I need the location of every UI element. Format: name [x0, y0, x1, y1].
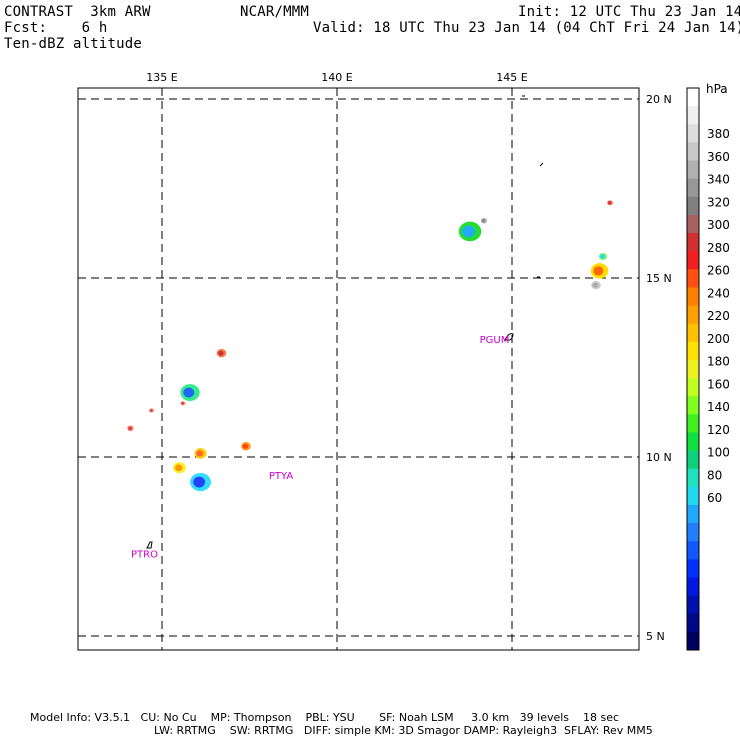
colorbar-swatch — [687, 214, 699, 234]
colorbar-swatch — [687, 359, 699, 379]
island-shape — [539, 162, 544, 167]
init-time: Init: 12 UTC Thu 23 Jan 14 — [518, 4, 740, 20]
echo-core — [608, 201, 612, 205]
latitude-label: 20 N — [646, 93, 672, 106]
colorbar-swatch — [687, 124, 699, 143]
colorbar-swatch — [687, 196, 699, 216]
colorbar-swatch — [687, 233, 699, 252]
echo-core — [593, 266, 604, 276]
map-frame — [77, 87, 640, 651]
forecast-hour: Fcst: 6 h — [4, 20, 108, 36]
station-label: PTRO — [131, 550, 158, 561]
colorbar-tick-label: 60 — [707, 491, 722, 505]
echo-core — [128, 426, 132, 431]
colorbar-tick-label: 140 — [707, 400, 730, 414]
echo-core — [149, 409, 153, 412]
station-label: PTYA — [269, 471, 293, 482]
grid-lines — [78, 88, 639, 650]
colorbar-tick-label: 180 — [707, 355, 730, 369]
model-info-line2: LW: RRTMG SW: RRTMG DIFF: simple KM: 3D … — [154, 724, 653, 737]
colorbar-swatch — [687, 341, 699, 361]
islands — [146, 95, 544, 549]
stations: PGUM PTYA PTRO — [131, 335, 509, 561]
colorbar-swatch — [687, 287, 699, 307]
echo-core — [181, 402, 185, 405]
colorbar-swatch — [687, 160, 699, 180]
colorbar-frame — [686, 87, 700, 651]
colorbar-tick-label: 120 — [707, 423, 730, 437]
echo-core — [462, 225, 475, 238]
colorbar-swatch — [687, 251, 699, 270]
colorbar-tick-label: 320 — [707, 195, 730, 209]
colorbar-swatch — [687, 613, 699, 633]
colorbar-swatch — [687, 595, 699, 615]
colorbar-swatch — [687, 432, 699, 452]
longitude-labels: 135 E 140 E 145 E — [146, 71, 527, 84]
longitude-label: 135 E — [146, 71, 177, 84]
colorbar-swatch — [687, 269, 699, 288]
colorbar-swatch — [687, 541, 699, 560]
colorbar-tick-label: 280 — [707, 241, 730, 255]
colorbar-swatch — [687, 468, 699, 488]
valid-time: Valid: 18 UTC Thu 23 Jan 14 (04 ChT Fri … — [313, 20, 740, 36]
colorbar-swatch — [687, 450, 699, 470]
colorbar-tick-label: 240 — [707, 286, 730, 300]
colorbar-swatch — [687, 486, 699, 506]
colorbar-swatch — [687, 142, 699, 162]
model-info-line1: Model Info: V3.5.1 CU: No Cu MP: Thompso… — [30, 711, 620, 724]
colorbar-tick-label: 300 — [707, 218, 730, 232]
echo-core — [193, 476, 206, 488]
echo-core — [175, 464, 183, 472]
colorbar-swatch — [687, 323, 699, 343]
echo-core — [481, 219, 486, 223]
colorbar-swatch — [687, 559, 699, 578]
colorbar-tick-label: 160 — [707, 377, 730, 391]
colorbar-swatch — [687, 378, 699, 397]
colorbar-tick-label: 260 — [707, 264, 730, 278]
colorbar-tick-label: 80 — [707, 468, 722, 482]
latitude-label: 10 N — [646, 451, 672, 464]
colorbar-swatch — [687, 305, 699, 325]
colorbar-tick-label: 360 — [707, 150, 730, 164]
latitude-labels: 20 N 15 N 10 N 5 N — [646, 93, 672, 643]
echo-core — [196, 450, 204, 457]
colorbar: 380 360 340 320 300 280 260 240 220 200 180 160 140 1… — [686, 87, 730, 651]
colorbar-tick-label: 200 — [707, 332, 730, 346]
colorbar-tick-label: 340 — [707, 173, 730, 187]
echo-core — [600, 254, 605, 259]
colorbar-swatch — [687, 577, 699, 597]
longitude-label: 140 E — [321, 71, 352, 84]
colorbar-swatch — [687, 504, 699, 524]
colorbar-swatch — [687, 88, 699, 107]
organization: NCAR/MMM — [240, 4, 310, 20]
colorbar-swatch — [687, 631, 699, 651]
model-title: CONTRAST 3km ARW — [4, 4, 151, 20]
colorbar-tick-label: 380 — [707, 127, 730, 141]
colorbar-swatch — [687, 396, 699, 415]
radar-echoes — [127, 200, 613, 492]
echo-core — [592, 282, 599, 288]
echo-core — [183, 387, 195, 398]
echo-core — [242, 443, 249, 449]
longitude-label: 145 E — [496, 71, 527, 84]
station-label: PGUM — [480, 335, 510, 346]
latitude-label: 15 N — [646, 272, 672, 285]
field-name: Ten-dBZ altitude — [4, 36, 143, 52]
colorbar-swatch — [687, 178, 699, 198]
island-shape — [504, 333, 514, 341]
latitude-label: 5 N — [646, 630, 665, 643]
colorbar-tick-label: 100 — [707, 446, 730, 460]
echo-core — [218, 350, 224, 356]
colorbar-swatch — [687, 523, 699, 542]
island-shape — [146, 541, 153, 549]
colorbar-swatch — [687, 414, 699, 433]
colorbar-tick-label: 220 — [707, 309, 730, 323]
colorbar-swatch — [687, 106, 699, 125]
colorbar-unit: hPa — [706, 82, 728, 96]
